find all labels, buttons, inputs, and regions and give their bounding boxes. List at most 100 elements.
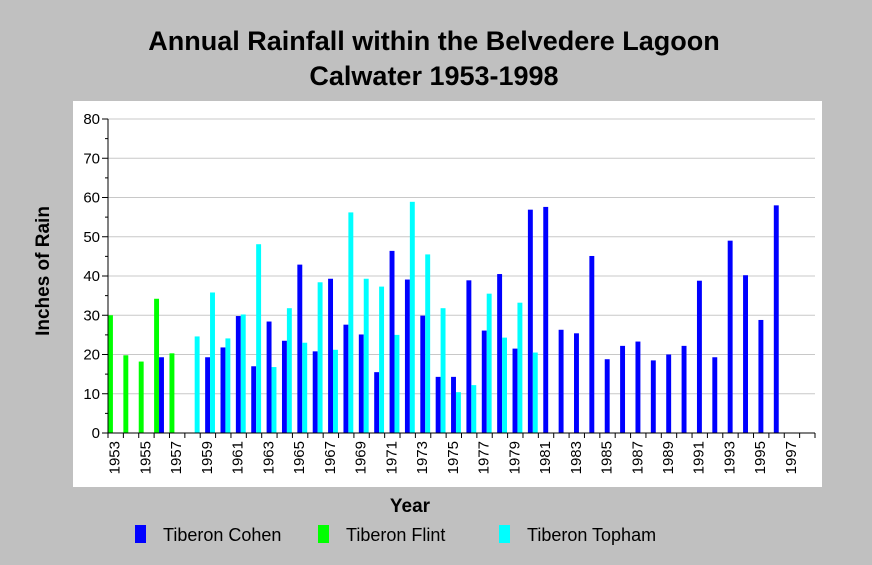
bar bbox=[251, 366, 257, 433]
legend-label: Tiberon Topham bbox=[527, 525, 656, 545]
legend-swatch bbox=[318, 525, 329, 543]
x-tick-label: 1987 bbox=[629, 441, 646, 474]
x-tick-label: 1963 bbox=[260, 441, 277, 474]
x-tick-label: 1961 bbox=[230, 441, 247, 474]
bar bbox=[517, 302, 523, 433]
legend: Tiberon Cohen Tiberon Flint Tiberon Topham bbox=[135, 525, 656, 545]
bar bbox=[281, 340, 287, 433]
y-tick-label: 20 bbox=[83, 347, 100, 364]
x-tick-label: 1965 bbox=[291, 441, 308, 474]
bar bbox=[558, 329, 564, 433]
y-tick-label: 40 bbox=[83, 268, 100, 285]
bar bbox=[574, 333, 579, 433]
bar bbox=[138, 361, 144, 433]
bar bbox=[773, 205, 779, 433]
legend-swatch bbox=[135, 525, 146, 543]
bar bbox=[220, 347, 226, 433]
bar bbox=[502, 337, 507, 433]
bar bbox=[666, 354, 672, 433]
bar bbox=[435, 376, 441, 433]
bars-group bbox=[108, 201, 779, 434]
x-tick-label: 1985 bbox=[599, 441, 616, 474]
bar bbox=[328, 278, 334, 433]
bar bbox=[348, 212, 354, 433]
y-tick-label: 30 bbox=[83, 307, 100, 324]
x-tick-label: 1967 bbox=[322, 441, 339, 474]
bar bbox=[210, 292, 215, 433]
legend-item: Tiberon Topham bbox=[499, 525, 656, 545]
bar bbox=[123, 355, 129, 433]
x-tick-label: 1997 bbox=[783, 441, 800, 474]
legend-swatch bbox=[499, 525, 510, 543]
bar bbox=[358, 334, 364, 433]
bar bbox=[404, 279, 410, 433]
y-tick-label: 60 bbox=[83, 190, 100, 207]
bar bbox=[455, 392, 461, 433]
bar bbox=[297, 264, 303, 433]
bar bbox=[440, 308, 446, 433]
x-tick-label: 1989 bbox=[660, 441, 677, 474]
x-tick-label: 1979 bbox=[506, 441, 523, 474]
bar bbox=[266, 321, 272, 433]
y-tick-label: 80 bbox=[83, 111, 100, 128]
bar bbox=[466, 280, 472, 433]
bar bbox=[333, 349, 338, 433]
bar bbox=[240, 314, 246, 433]
bar bbox=[409, 201, 415, 433]
bar bbox=[271, 367, 277, 433]
bar bbox=[743, 275, 748, 433]
x-tick-label: 1981 bbox=[537, 441, 554, 474]
bar bbox=[389, 250, 395, 433]
x-tick-label: 1973 bbox=[414, 441, 431, 474]
legend-item: Tiberon Cohen bbox=[135, 525, 281, 545]
y-tick-label: 70 bbox=[83, 150, 100, 167]
legend-label: Tiberon Cohen bbox=[163, 525, 281, 545]
bar bbox=[374, 372, 380, 433]
bar bbox=[286, 308, 292, 433]
x-axis-title: Year bbox=[390, 496, 431, 517]
x-tick-label: 1957 bbox=[168, 441, 185, 474]
bar bbox=[159, 357, 164, 433]
bar bbox=[425, 254, 431, 433]
bar bbox=[379, 286, 385, 433]
x-tick-label: 1983 bbox=[568, 441, 585, 474]
bar bbox=[696, 280, 702, 433]
bar bbox=[394, 334, 400, 434]
bar bbox=[589, 255, 595, 433]
x-tick-label: 1969 bbox=[353, 441, 370, 474]
bar bbox=[486, 293, 492, 433]
bar bbox=[225, 338, 231, 433]
bar bbox=[712, 357, 718, 433]
bar bbox=[343, 324, 349, 433]
bar bbox=[604, 359, 610, 433]
bar bbox=[363, 278, 369, 433]
bar bbox=[497, 274, 503, 433]
bar bbox=[205, 357, 211, 433]
y-axis-title: Inches of Rain bbox=[33, 206, 54, 336]
x-tick-label: 1953 bbox=[107, 441, 124, 474]
plot-panel bbox=[73, 101, 822, 487]
series-tiberon-cohen bbox=[159, 205, 779, 433]
bar bbox=[635, 341, 641, 433]
bar bbox=[451, 376, 456, 433]
bar bbox=[512, 348, 518, 433]
bar bbox=[194, 336, 200, 433]
bar bbox=[235, 316, 241, 433]
x-tick-label: 1959 bbox=[199, 441, 216, 474]
series-tiberon-flint bbox=[108, 298, 175, 433]
y-tick-label: 10 bbox=[83, 386, 100, 403]
bar bbox=[420, 315, 426, 433]
y-tick-label: 50 bbox=[83, 229, 100, 246]
bar bbox=[481, 330, 487, 433]
x-tick-label: 1975 bbox=[445, 441, 462, 474]
bar bbox=[317, 282, 323, 433]
chart-title: Annual Rainfall within the Belvedere Lag… bbox=[148, 26, 720, 56]
bar bbox=[543, 206, 549, 433]
bar bbox=[758, 319, 764, 433]
bar bbox=[312, 351, 318, 433]
bar bbox=[532, 352, 538, 433]
bar bbox=[681, 345, 687, 433]
legend-item: Tiberon Flint bbox=[318, 525, 445, 545]
